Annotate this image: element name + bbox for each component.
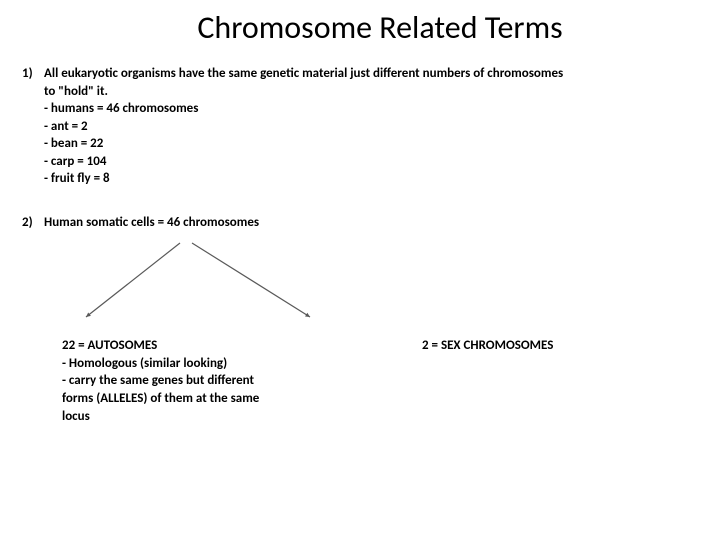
list-number-2: 2) [22, 214, 44, 232]
list-body-1: All eukaryotic organisms have the same g… [44, 65, 700, 188]
item1-line3: - ant = 2 [44, 118, 700, 136]
item1-line5: - carp = 104 [44, 153, 700, 171]
list-body-2: Human somatic cells = 46 chromosomes [44, 214, 700, 232]
item1-line2: - humans = 46 chromosomes [44, 100, 700, 118]
left-l1: - Homologous (similar looking) [62, 355, 322, 373]
left-l4: locus [62, 408, 322, 426]
left-l3: forms (ALLELES) of them at the same [62, 390, 322, 408]
item2-line0: Human somatic cells = 46 chromosomes [44, 214, 700, 232]
list-item-2: 2) Human somatic cells = 46 chromosomes [22, 214, 700, 232]
autosomes-column: 22 = AUTOSOMES - Homologous (similar loo… [62, 337, 342, 425]
item1-line0: All eukaryotic organisms have the same g… [44, 65, 700, 83]
branch-columns: 22 = AUTOSOMES - Homologous (similar loo… [62, 337, 700, 425]
branch-arrows [62, 237, 700, 327]
list-number-1: 1) [22, 65, 44, 188]
left-l0: 22 = AUTOSOMES [62, 337, 322, 355]
arrows-svg [62, 237, 362, 327]
list-item-1: 1) All eukaryotic organisms have the sam… [22, 65, 700, 188]
left-l2: - carry the same genes but different [62, 372, 322, 390]
right-l0: 2 = SEX CHROMOSOMES [422, 337, 553, 355]
item1-line1: to "hold" it. [44, 83, 700, 101]
page-title: Chromosome Related Terms [0, 8, 720, 47]
item1-line6: - fruit fly = 8 [44, 170, 700, 188]
item1-line4: - bean = 22 [44, 135, 700, 153]
sex-chromosomes-column: 2 = SEX CHROMOSOMES [422, 337, 553, 425]
content-area: 1) All eukaryotic organisms have the sam… [0, 65, 720, 425]
